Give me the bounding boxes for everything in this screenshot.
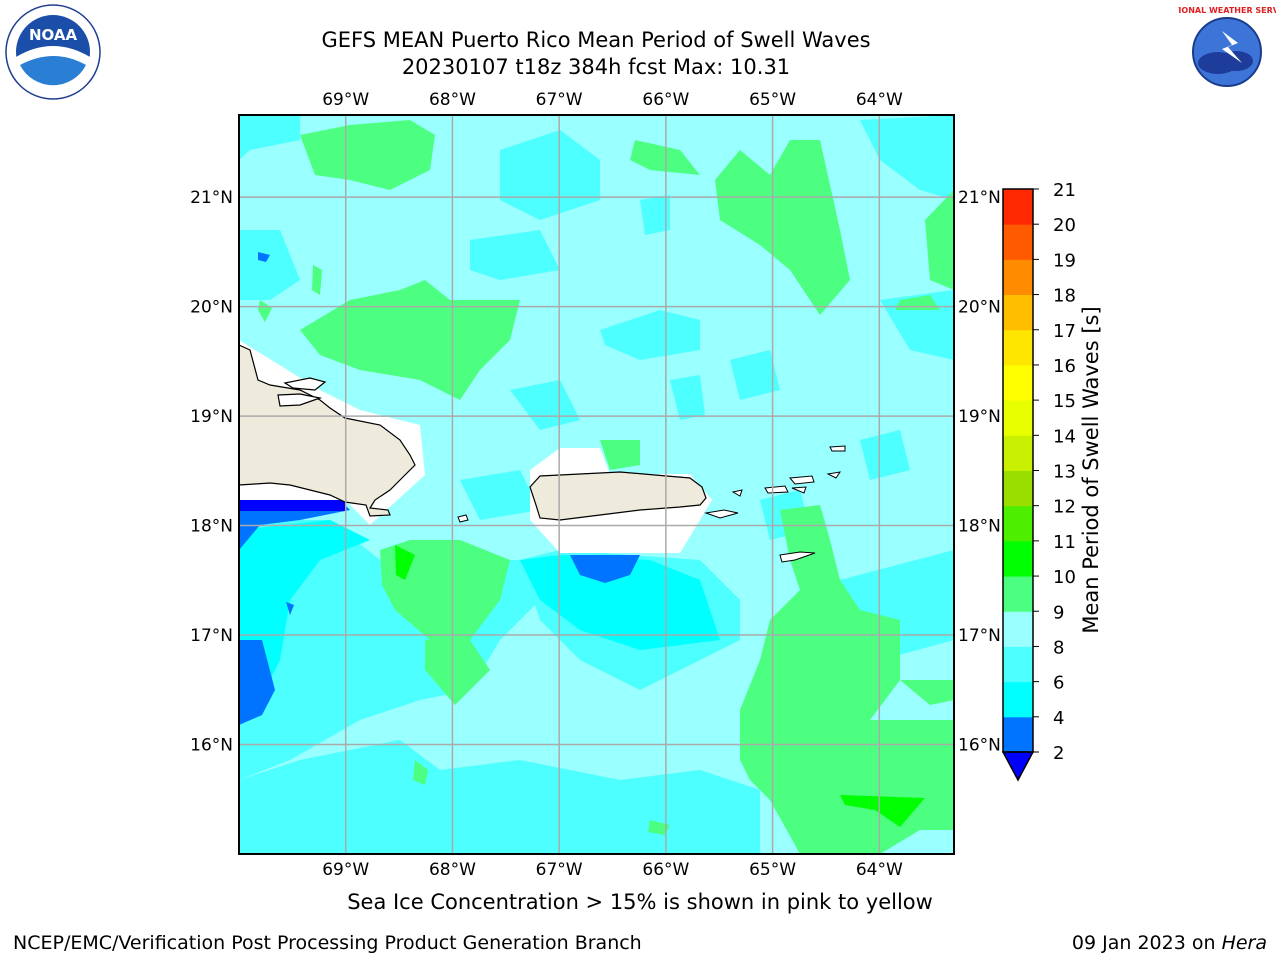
sea-ice-caption: Sea Ice Concentration > 15% is shown in … xyxy=(347,890,933,914)
lat-label: 16°N xyxy=(958,736,1001,756)
lon-label: 64°W xyxy=(856,860,903,880)
lon-label: 69°W xyxy=(322,90,369,110)
latitude-labels: 21°N 21°N 20°N 20°N 19°N 19°N 18°N 18°N 17°N 17°N… xyxy=(190,188,1001,755)
colorbar-tick-label: 11 xyxy=(1053,532,1076,553)
colorbar-tick-label: 19 xyxy=(1053,250,1076,271)
lat-label: 20°N xyxy=(190,298,233,318)
swell-period-field xyxy=(239,115,954,854)
lat-label: 21°N xyxy=(190,188,233,208)
colorbar-under-arrow xyxy=(1001,751,1035,782)
colorbar-segment xyxy=(1003,400,1033,436)
colorbar-tick-label: 15 xyxy=(1053,391,1076,412)
footer-date-text: 09 Jan 2023 on xyxy=(1071,932,1222,954)
noaa-logo: NOAA xyxy=(4,3,102,105)
lat-label: 21°N xyxy=(958,188,1001,208)
nws-logo: NATIONAL WEATHER SERVICE xyxy=(1161,3,1280,105)
lon-label: 67°W xyxy=(536,860,583,880)
lat-label: 18°N xyxy=(190,517,233,537)
colorbar-segment xyxy=(1003,576,1033,612)
lon-label: 65°W xyxy=(749,90,796,110)
lat-label: 17°N xyxy=(190,626,233,646)
map-frame xyxy=(238,114,955,855)
colorbar-tick-label: 8 xyxy=(1053,637,1064,658)
map-subtitle: 20230107 t18z 384h fcst Max: 10.31 xyxy=(401,55,791,79)
colorbar-segment xyxy=(1003,294,1033,331)
map-grid xyxy=(239,115,954,854)
colorbar-tick-label: 4 xyxy=(1053,708,1064,729)
colorbar-segment xyxy=(1003,224,1033,260)
colorbar-tick-label: 16 xyxy=(1053,356,1076,377)
longitude-labels: 69°W 69°W 68°W 68°W 67°W 67°W 66°W 66°W 65°W 65°W… xyxy=(322,90,903,880)
lat-label: 18°N xyxy=(958,517,1001,537)
colorbar: 2 4 6 8 9 10 11 12 13 14 15 16 17 18 19 20 21 xyxy=(1001,180,1076,782)
map-title: GEFS MEAN Puerto Rico Mean Period of Swe… xyxy=(321,28,871,52)
lat-label: 19°N xyxy=(190,407,233,427)
lon-label: 68°W xyxy=(429,90,476,110)
colorbar-tick-label: 10 xyxy=(1053,567,1076,588)
lon-label: 64°W xyxy=(856,90,903,110)
colorbar-tick-label: 14 xyxy=(1053,426,1076,447)
lat-label: 19°N xyxy=(958,407,1001,427)
colorbar-segment xyxy=(1003,646,1033,683)
colorbar-segment xyxy=(1003,716,1033,753)
lon-label: 66°W xyxy=(642,90,689,110)
lat-label: 17°N xyxy=(958,626,1001,646)
colorbar-tick-label: 6 xyxy=(1053,673,1064,694)
footer-machine: Hera xyxy=(1221,932,1267,954)
lat-label: 16°N xyxy=(190,736,233,756)
colorbar-segment xyxy=(1003,681,1033,718)
lon-label: 67°W xyxy=(536,90,583,110)
footer-credit: NCEP/EMC/Verification Post Processing Pr… xyxy=(13,932,642,954)
colorbar-segment xyxy=(1003,505,1033,542)
lon-label: 66°W xyxy=(642,860,689,880)
colorbar-segment xyxy=(1003,364,1033,401)
colorbar-tick-label: 12 xyxy=(1053,497,1076,518)
colorbar-tick-label: 9 xyxy=(1053,602,1064,623)
colorbar-segment xyxy=(1003,470,1033,507)
lat-label: 20°N xyxy=(958,298,1001,318)
lon-label: 65°W xyxy=(749,860,796,880)
colorbar-tick-label: 20 xyxy=(1053,215,1076,236)
colorbar-tick-label: 21 xyxy=(1053,180,1076,201)
colorbar-segment xyxy=(1003,540,1033,577)
colorbar-segment xyxy=(1003,435,1033,471)
colorbar-tick-label: 18 xyxy=(1053,286,1076,307)
colorbar-segment xyxy=(1003,611,1033,647)
lon-label: 69°W xyxy=(322,860,369,880)
nws-logo-text: NATIONAL WEATHER SERVICE xyxy=(1178,6,1276,15)
colorbar-segment xyxy=(1003,259,1033,296)
colorbar-tick-label: 17 xyxy=(1053,321,1076,342)
colorbar-segment xyxy=(1003,189,1033,225)
lon-label: 68°W xyxy=(429,860,476,880)
footer-date: 09 Jan 2023 on Hera xyxy=(1072,932,1267,954)
colorbar-tick-label: 13 xyxy=(1053,462,1076,483)
colorbar-label: Mean Period of Swell Waves [s] xyxy=(1079,306,1103,633)
colorbar-tick-label: 2 xyxy=(1053,743,1064,764)
colorbar-segment xyxy=(1003,329,1033,366)
noaa-logo-text: NOAA xyxy=(29,26,78,44)
